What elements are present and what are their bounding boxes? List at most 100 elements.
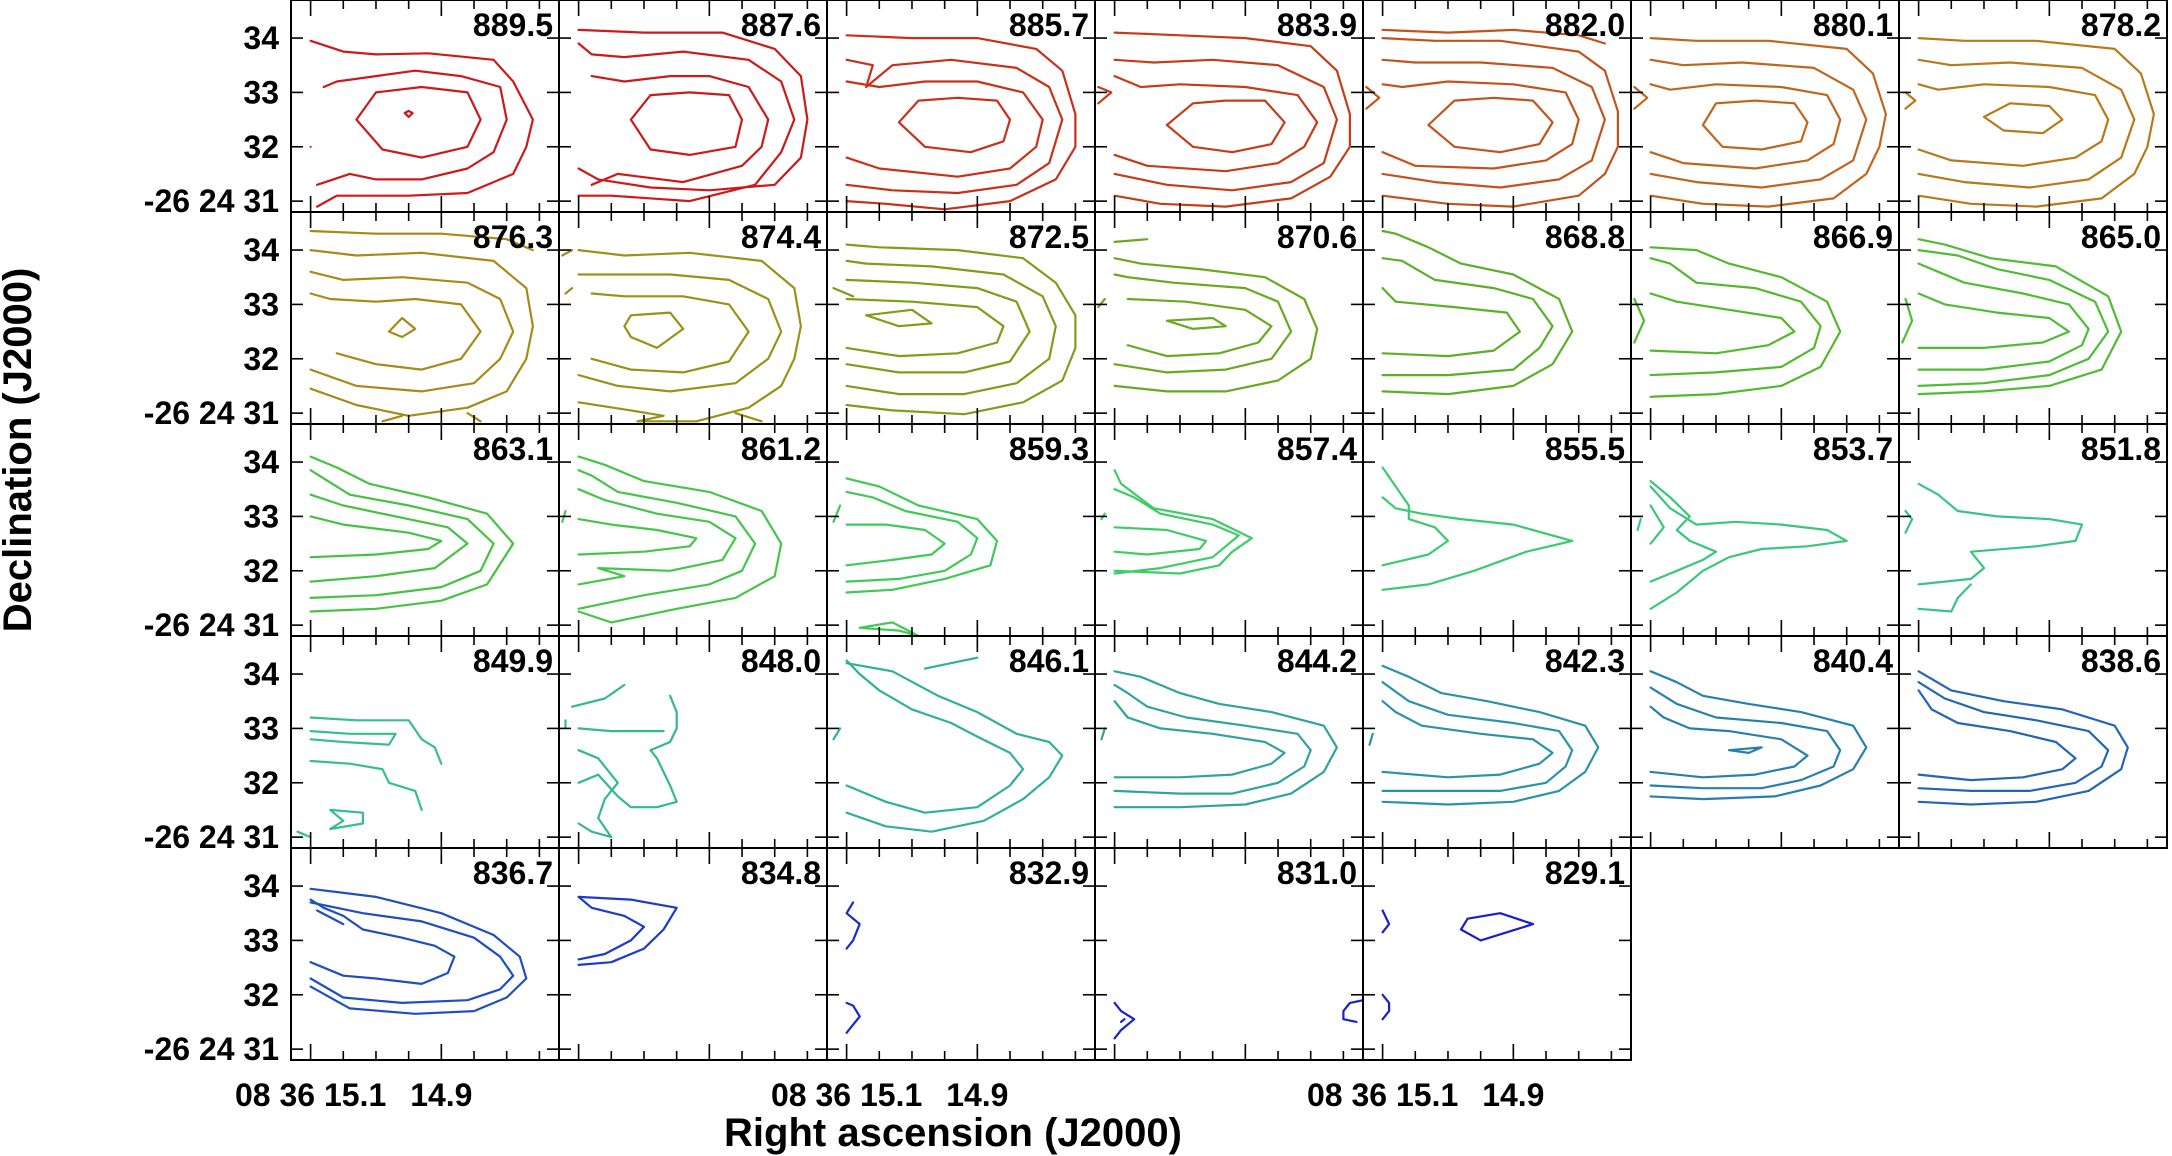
contour-group [309, 887, 528, 1015]
contour-line [1636, 517, 1642, 532]
velocity-label: 887.6 [741, 7, 821, 43]
contour-line [1097, 297, 1106, 309]
contour-line [845, 662, 1064, 833]
contour-line [1701, 99, 1809, 151]
panel-frame [1898, 635, 2168, 849]
channel-panel: 878.2 [1898, 0, 2168, 213]
contour-group [309, 455, 515, 613]
contour-line [1119, 1018, 1126, 1024]
dec-tick-label: 32 [243, 553, 279, 589]
channel-panel: 868.8 [1362, 211, 1632, 425]
contour-line [355, 85, 482, 159]
velocity-label: 848.0 [741, 643, 821, 679]
ra-tick-label: 08 36 15.1 [1307, 1077, 1458, 1113]
channel-panel: 859.3 [826, 423, 1096, 637]
channel-panel: 831.0 [1094, 847, 1364, 1061]
contour-group [845, 901, 861, 1034]
channel-panel: 834.8 [558, 847, 828, 1061]
channel-panel: 846.1 [826, 635, 1096, 849]
velocity-label: 831.0 [1277, 855, 1357, 891]
contour-line [577, 455, 783, 624]
contour-line [309, 493, 469, 583]
contour-line [1381, 909, 1391, 934]
contour-line [1917, 238, 2123, 396]
contour-group [1633, 246, 1842, 398]
contour-group [1100, 469, 1254, 575]
channel-panel: 885.7 [826, 0, 1096, 213]
velocity-label: 840.4 [1813, 643, 1893, 679]
velocity-label: 882.0 [1545, 7, 1625, 43]
contour-line [577, 895, 678, 967]
contour-group [1917, 670, 2129, 806]
contour-line [845, 901, 861, 950]
contour-group [577, 895, 678, 967]
channel-panel: 832.9 [826, 847, 1096, 1061]
contour-group [561, 455, 783, 624]
contour-line [309, 249, 535, 417]
contour-line [1113, 238, 1149, 243]
contour-line [1917, 583, 1973, 613]
contour-group [1904, 36, 2155, 208]
contour-line [1381, 681, 1574, 793]
contour-line [865, 308, 933, 328]
contour-line [1633, 297, 1646, 344]
contour-line [1649, 504, 1665, 545]
contour-group [832, 477, 999, 636]
contour-line [403, 109, 414, 119]
contour-line [1113, 700, 1286, 779]
channel-panel: 848.0 [558, 635, 828, 849]
channel-panel: 829.1 [1362, 847, 1632, 1061]
contour-line [832, 287, 855, 298]
channel-panel: 861.2 [558, 423, 828, 637]
velocity-label: 863.1 [473, 431, 553, 467]
contour-line [623, 311, 685, 349]
contour-line [316, 909, 345, 926]
contour-line [629, 91, 744, 156]
dec-tick-label: -26 24 31 [144, 183, 279, 219]
contour-line [845, 278, 1031, 374]
contour-line [1113, 1001, 1136, 1040]
contour-line [845, 297, 1005, 358]
contour-line [564, 287, 574, 295]
contour-line [577, 469, 757, 610]
channel-panel: 842.3 [1362, 635, 1632, 849]
contour-line [381, 414, 404, 423]
y-axis-title: Declination (J2000) [0, 268, 40, 633]
contour-group [1904, 482, 2084, 613]
contour-line [1100, 727, 1106, 741]
contour-line [1342, 999, 1363, 1024]
contour-line [1649, 246, 1842, 398]
contour-line [1649, 257, 1822, 377]
contour-line [1113, 31, 1352, 208]
contour-line [577, 249, 803, 423]
contour-line [1649, 485, 1848, 610]
panel-frame [1362, 847, 1632, 1061]
contour-line [845, 243, 1077, 416]
contour-group [309, 39, 535, 208]
contour-line [845, 1001, 861, 1034]
contour-line [577, 749, 619, 839]
ra-tick-label: 14.9 [1482, 1077, 1544, 1113]
contour-line [590, 292, 750, 374]
contour-line [1365, 85, 1381, 110]
contour-line [1165, 99, 1286, 154]
contour-line [1917, 292, 2071, 349]
contour-line [577, 488, 737, 586]
contour-line [1097, 85, 1113, 105]
contour-line [309, 455, 515, 613]
velocity-label: 865.0 [2081, 219, 2161, 255]
ra-tick-label: 08 36 15.1 [771, 1077, 922, 1113]
channel-panel: 840.4 [1630, 635, 1900, 849]
contour-line [1459, 912, 1535, 942]
contour-line [1381, 993, 1391, 1021]
contour-line [1113, 257, 1319, 393]
contour-line [309, 515, 443, 559]
contour-line [309, 229, 535, 252]
panels-layer: 889.5 887.6 885.7 883.9 882.0 880.1 878.2 876.3… [290, 0, 2168, 1061]
contour-group [1365, 28, 1620, 208]
contour-line [1381, 36, 1620, 208]
contour-line [1917, 249, 2110, 387]
dec-tick-label: 34 [243, 656, 279, 692]
channel-panel: 866.9 [1630, 211, 1900, 425]
